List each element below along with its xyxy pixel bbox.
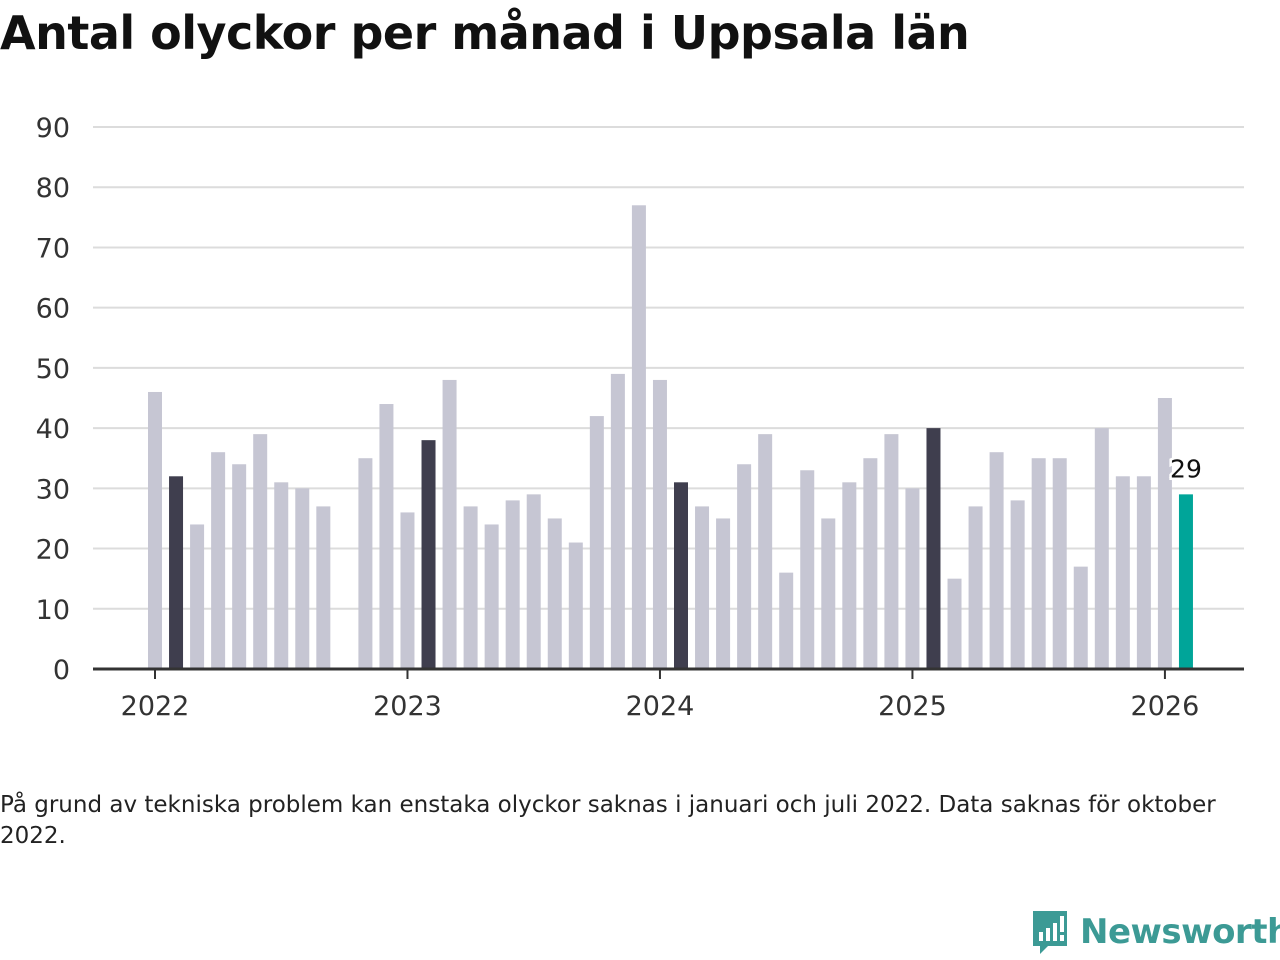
bar — [568, 542, 583, 669]
bar — [758, 434, 773, 669]
y-tick-label: 60 — [36, 294, 70, 325]
bar — [884, 434, 899, 669]
bar — [863, 458, 878, 669]
y-tick-label: 40 — [36, 414, 70, 445]
bar — [905, 488, 920, 669]
y-tick-label: 10 — [36, 595, 70, 626]
bar — [1073, 566, 1088, 669]
y-tick-label: 0 — [53, 655, 70, 686]
brand-logo[interactable]: Newsworthy — [1030, 908, 1280, 956]
bar — [148, 391, 162, 669]
bar — [652, 379, 667, 669]
x-axis: 2022 2023 2024 2025 2026 — [93, 667, 1244, 722]
bar — [505, 500, 520, 669]
newsworthy-logo-icon — [1033, 911, 1067, 954]
bar — [421, 440, 436, 669]
bar — [631, 205, 646, 670]
bar — [253, 434, 268, 669]
bar — [674, 482, 688, 669]
x-tick-label: 2022 — [121, 691, 190, 722]
bar — [842, 482, 857, 669]
y-tick-label: 80 — [36, 173, 70, 204]
bar — [589, 416, 604, 669]
y-axis-ticks: 0 10 20 30 40 50 60 70 80 90 — [36, 113, 70, 686]
bar — [737, 464, 752, 669]
chart-title: Antal olyckor per månad i Uppsala län — [0, 6, 970, 60]
bar — [1136, 476, 1151, 669]
data-labels: 29 — [1168, 452, 1205, 486]
bar — [274, 482, 289, 669]
bar — [821, 518, 836, 669]
bar-chart: 0 10 20 30 40 50 60 70 80 90 2022 2023 2024 2025 2026… — [36, 113, 1244, 722]
bar — [716, 518, 731, 669]
y-tick-label: 90 — [36, 113, 70, 144]
y-tick-label: 30 — [36, 474, 70, 505]
latest-value-label: 29 — [1170, 454, 1202, 483]
bar — [211, 452, 226, 669]
bar — [968, 506, 983, 669]
y-tick-label: 50 — [36, 354, 70, 385]
footnote: På grund av tekniska problem kan enstaka… — [0, 792, 1216, 849]
bar — [316, 506, 331, 669]
bar — [379, 404, 394, 669]
bar — [779, 572, 794, 669]
bar — [800, 470, 815, 669]
bar — [1010, 500, 1025, 669]
x-tick-label: 2026 — [1131, 691, 1200, 722]
bar — [947, 578, 962, 669]
bar — [484, 524, 499, 669]
bars — [148, 205, 1193, 670]
bar — [169, 476, 184, 669]
bar — [926, 428, 941, 669]
bar — [1157, 398, 1172, 669]
bar — [1094, 428, 1109, 669]
brand-name: Newsworthy — [1080, 912, 1280, 952]
bar — [358, 458, 373, 669]
x-tick-label: 2024 — [626, 691, 695, 722]
bar — [1178, 494, 1193, 669]
bar — [295, 488, 310, 669]
bar — [547, 518, 562, 669]
bar — [442, 379, 457, 669]
bar — [695, 506, 710, 669]
bar — [1115, 476, 1130, 669]
y-tick-label: 70 — [36, 233, 70, 264]
bar — [463, 506, 478, 669]
bar — [190, 524, 205, 669]
bar — [526, 494, 541, 669]
bar — [1052, 458, 1067, 669]
bar — [232, 464, 247, 669]
x-tick-label: 2025 — [878, 691, 947, 722]
bar — [1031, 458, 1046, 669]
x-tick-label: 2023 — [373, 691, 442, 722]
y-tick-label: 20 — [36, 535, 70, 566]
bar — [610, 373, 625, 669]
bar — [989, 452, 1004, 669]
bar — [400, 512, 415, 669]
